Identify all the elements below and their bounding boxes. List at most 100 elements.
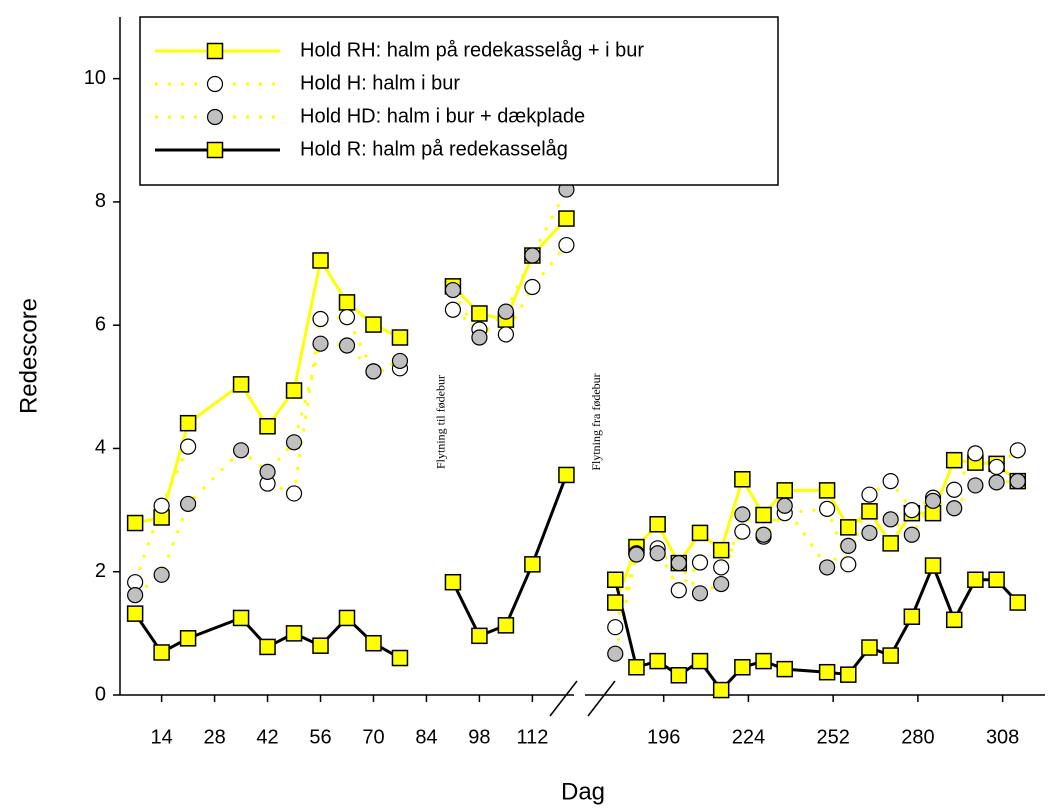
marker: [924, 557, 942, 574]
x-tick-label: 224: [732, 726, 765, 748]
marker: [312, 335, 329, 352]
marker: [734, 506, 751, 523]
y-axis-label: Redescore: [15, 298, 42, 414]
marker: [903, 501, 920, 519]
marker: [840, 519, 857, 536]
marker: [312, 637, 329, 654]
marker: [232, 376, 250, 393]
marker: [670, 554, 687, 572]
annotation: Flytning til fødebur: [433, 375, 447, 469]
axis-break: [587, 680, 616, 717]
marker: [924, 492, 942, 509]
marker: [691, 554, 709, 571]
marker: [365, 316, 382, 333]
marker: [712, 681, 730, 699]
marker: [180, 438, 197, 455]
marker: [153, 644, 170, 661]
marker: [127, 587, 144, 604]
marker: [471, 627, 488, 645]
marker: [713, 559, 730, 576]
marker: [755, 506, 772, 524]
marker: [338, 309, 356, 326]
marker: [126, 514, 144, 532]
marker: [882, 511, 899, 528]
marker: [691, 652, 709, 670]
marker: [232, 442, 250, 459]
x-tick-label: 252: [816, 726, 849, 748]
marker: [819, 500, 836, 517]
series-line: [451, 474, 568, 638]
marker: [734, 659, 751, 676]
marker: [607, 645, 624, 662]
marker: [818, 482, 836, 499]
marker: [946, 481, 963, 498]
marker: [607, 571, 624, 588]
annotation: Flytning fra fødebur: [589, 373, 603, 470]
marker: [776, 497, 793, 514]
marker: [946, 500, 963, 517]
marker: [776, 660, 793, 678]
marker: [338, 609, 356, 627]
y-tick-label: 2: [95, 560, 106, 582]
marker: [259, 638, 276, 656]
marker: [259, 418, 276, 435]
x-tick-label: 42: [256, 726, 278, 748]
marker: [818, 663, 836, 681]
y-tick-label: 10: [84, 67, 106, 89]
marker: [967, 445, 984, 462]
marker: [126, 605, 144, 622]
x-tick-label: 70: [362, 726, 384, 748]
x-tick-label: 196: [647, 726, 680, 748]
marker: [524, 278, 541, 296]
legend-label: Hold R: halm på redekasselåg: [300, 138, 568, 160]
y-tick-label: 4: [95, 437, 106, 459]
marker: [558, 210, 575, 227]
marker: [179, 630, 197, 647]
series-line: [613, 449, 1019, 628]
marker: [882, 647, 899, 664]
marker: [338, 294, 356, 311]
marker: [444, 301, 462, 318]
marker: [861, 639, 878, 656]
marker: [497, 617, 515, 634]
marker: [649, 516, 666, 533]
marker: [861, 503, 878, 520]
marker: [988, 571, 1005, 588]
marker: [444, 573, 462, 591]
x-tick-label: 56: [309, 726, 331, 748]
marker: [649, 652, 666, 670]
marker: [558, 466, 575, 484]
marker: [819, 559, 836, 576]
marker: [988, 474, 1005, 491]
marker: [312, 310, 329, 328]
marker: [285, 485, 303, 502]
marker: [712, 541, 730, 559]
x-axis-label: Dag: [561, 778, 605, 805]
axis-break: [549, 680, 578, 717]
marker: [861, 524, 878, 541]
marker: [691, 585, 709, 602]
y-tick-label: 6: [95, 313, 106, 335]
marker: [444, 281, 462, 299]
marker: [391, 329, 409, 346]
marker: [391, 352, 409, 370]
y-tick-label: 0: [95, 683, 106, 705]
legend-label: Hold H: halm i bur: [300, 72, 460, 94]
series-line: [452, 244, 568, 337]
marker: [755, 652, 772, 670]
marker: [882, 535, 899, 552]
marker: [861, 486, 878, 503]
legend-label: Hold RH: halm på redekasselåg + i bur: [300, 39, 644, 61]
marker: [945, 451, 963, 469]
marker: [882, 473, 899, 490]
marker: [903, 608, 921, 625]
marker: [649, 545, 666, 562]
marker: [776, 482, 793, 499]
marker: [285, 625, 303, 642]
marker: [1009, 594, 1027, 611]
series-line: [134, 342, 401, 597]
legend-marker: [206, 75, 224, 93]
marker: [988, 458, 1005, 476]
marker: [607, 594, 624, 611]
marker: [391, 649, 409, 667]
